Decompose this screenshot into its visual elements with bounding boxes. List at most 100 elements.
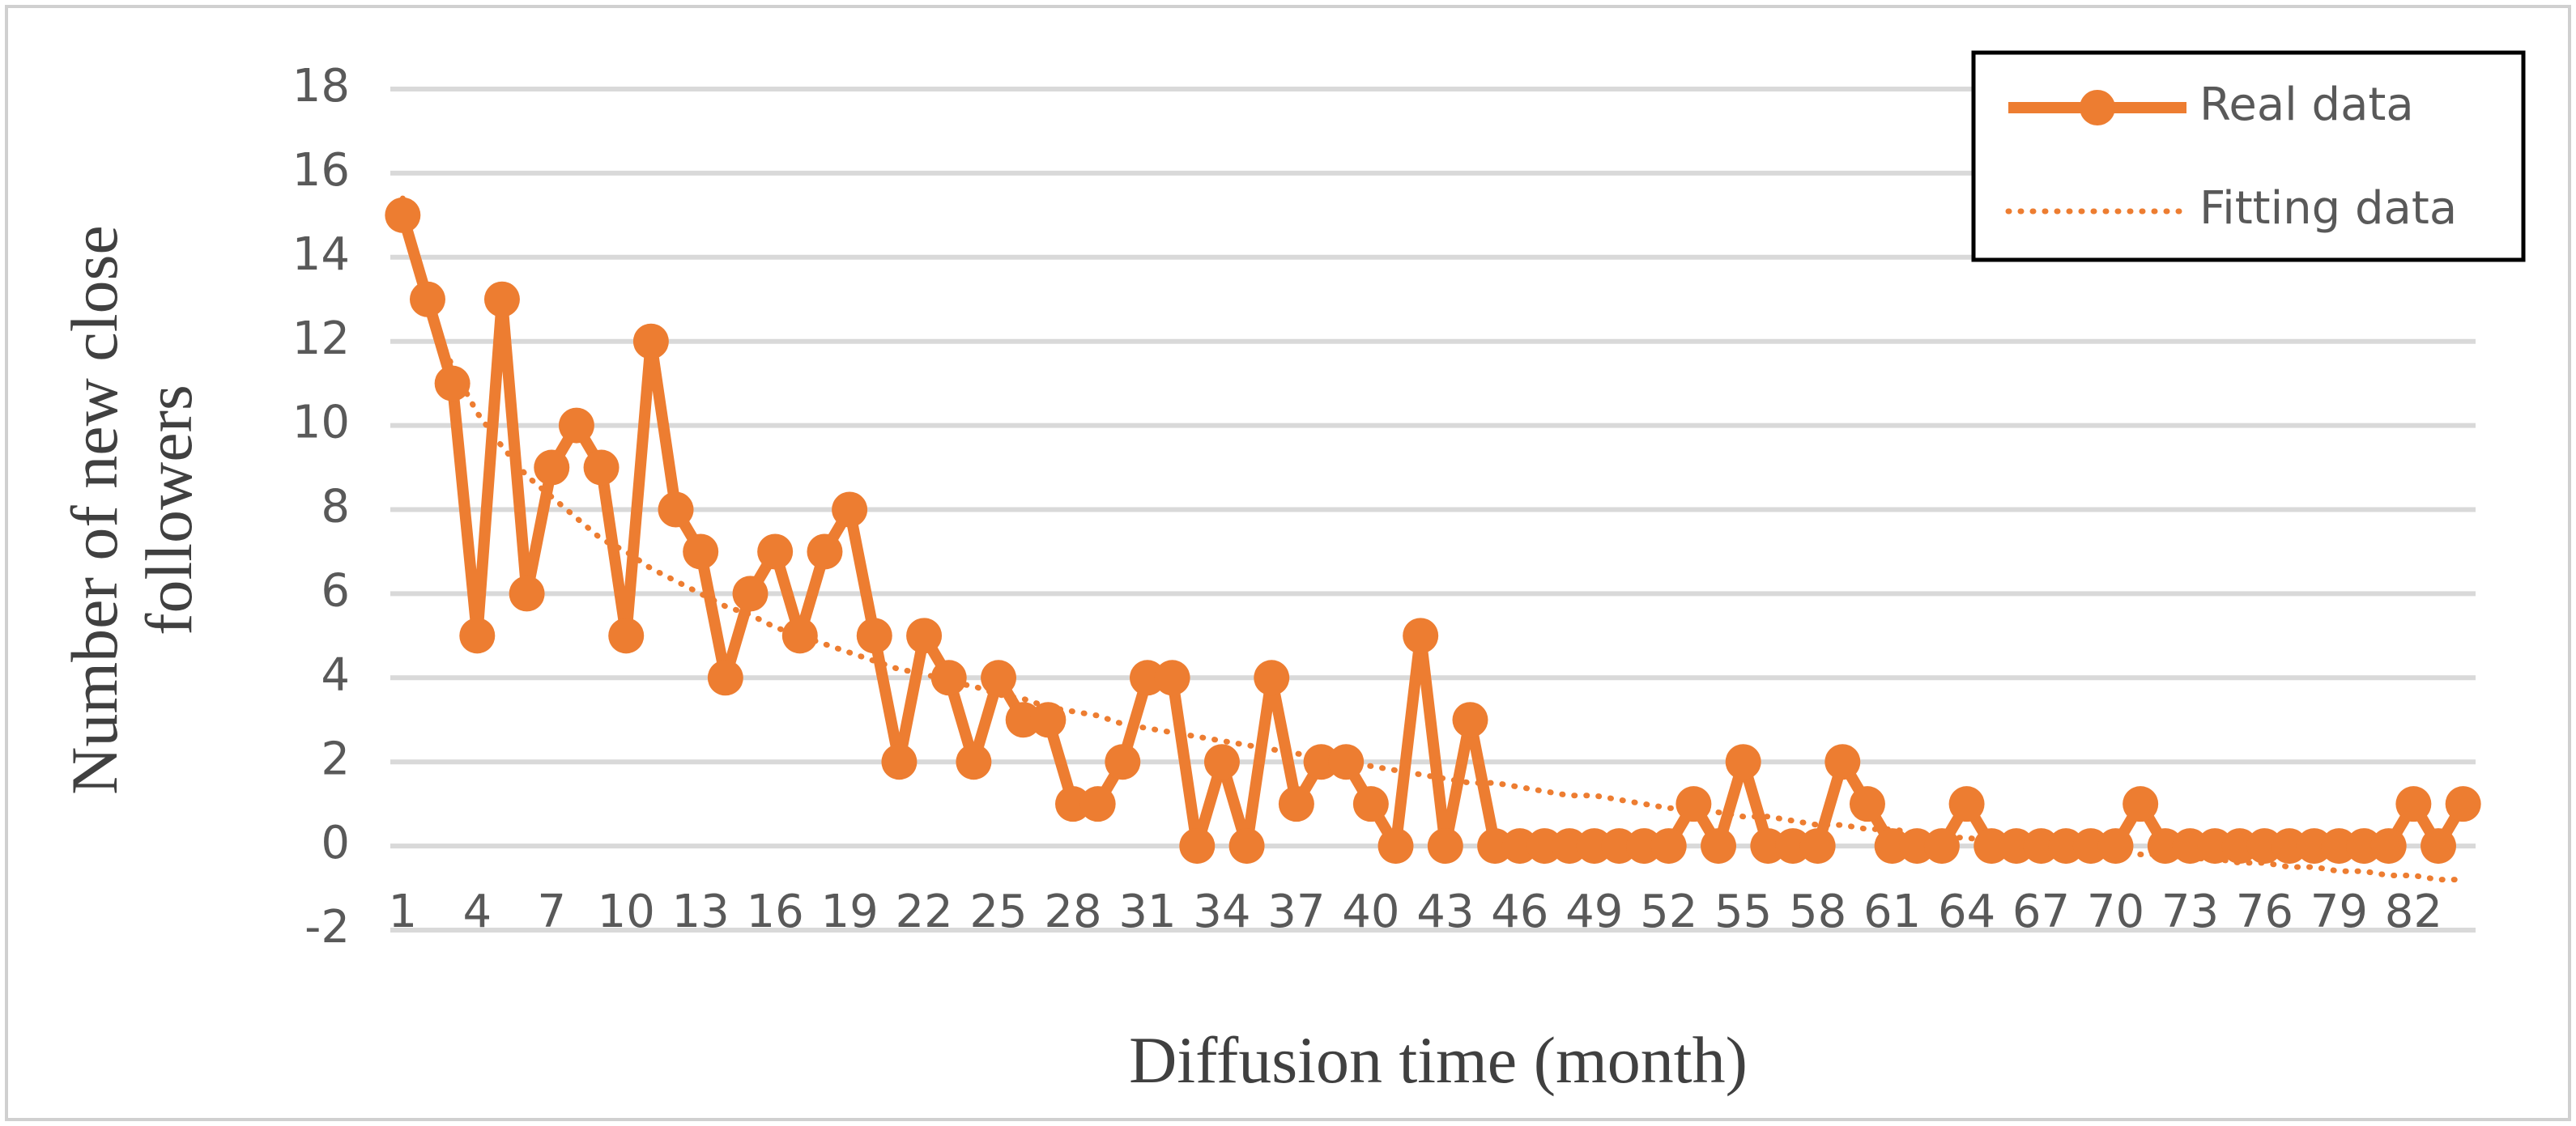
- y-tick-label: 10: [292, 397, 350, 449]
- data-point: [2421, 828, 2457, 865]
- x-tick-label: 40: [1342, 886, 1399, 938]
- x-tick-label: 7: [537, 886, 566, 938]
- x-tick-label: 13: [672, 886, 730, 938]
- data-point: [1079, 786, 1116, 822]
- data-point: [1129, 660, 1165, 696]
- data-point: [1179, 828, 1216, 865]
- data-point: [1377, 828, 1414, 865]
- data-point: [981, 660, 1017, 696]
- x-tick-label: 55: [1714, 886, 1772, 938]
- x-tick-label: 76: [2236, 886, 2293, 938]
- y-tick-label: 2: [321, 733, 350, 785]
- data-point: [956, 744, 992, 780]
- data-point: [632, 323, 669, 359]
- x-tick-label: 4: [462, 886, 492, 938]
- data-point: [2048, 828, 2084, 865]
- data-point: [2072, 828, 2109, 865]
- data-point: [1849, 786, 1885, 822]
- y-tick-label: 6: [321, 565, 350, 618]
- y-axis-title: Number of new close followers: [57, 225, 206, 795]
- data-point: [2147, 828, 2183, 865]
- data-point: [608, 618, 645, 654]
- data-point: [930, 660, 967, 696]
- data-point: [1427, 828, 1463, 865]
- data-point: [2296, 828, 2332, 865]
- data-point: [1228, 828, 1265, 865]
- data-point: [1328, 744, 1365, 780]
- data-point: [2346, 828, 2382, 865]
- x-tick-label: 52: [1640, 886, 1697, 938]
- data-point: [1501, 828, 1538, 865]
- data-point: [1055, 786, 1092, 822]
- data-point: [1725, 744, 1761, 780]
- x-tick-label: 46: [1491, 886, 1548, 938]
- data-point: [1477, 828, 1514, 865]
- data-point: [658, 491, 694, 528]
- data-point: [1899, 828, 1935, 865]
- data-point: [2023, 828, 2059, 865]
- data-point: [1675, 786, 1712, 822]
- data-point: [2172, 828, 2208, 865]
- data-point: [1874, 828, 1910, 865]
- data-point: [459, 618, 496, 654]
- data-point: [707, 660, 743, 696]
- x-tick-label: 1: [389, 886, 418, 938]
- data-point: [1278, 786, 1314, 822]
- x-tick-label: 64: [1938, 886, 1995, 938]
- data-point: [558, 407, 594, 444]
- data-point: [1626, 828, 1663, 865]
- data-point: [2097, 828, 2134, 865]
- x-tick-label: 58: [1789, 886, 1846, 938]
- data-point: [2221, 828, 2258, 865]
- data-point: [906, 618, 943, 654]
- x-tick-label: 49: [1565, 886, 1623, 938]
- data-point: [1203, 744, 1240, 780]
- data-line: [397, 213, 2468, 852]
- data-point: [781, 618, 818, 654]
- y-tick-label: 0: [321, 817, 350, 869]
- data-point: [2445, 786, 2481, 822]
- data-point: [2272, 828, 2308, 865]
- x-tick-label: 34: [1193, 886, 1250, 938]
- data-point: [1254, 660, 1290, 696]
- legend-label: Real data: [2199, 79, 2414, 131]
- y-tick-label: 8: [321, 481, 350, 533]
- data-point: [2395, 786, 2432, 822]
- x-tick-label: 73: [2161, 886, 2219, 938]
- data-point: [583, 449, 620, 486]
- x-tick-label: 16: [747, 886, 804, 938]
- y-tick-label: 16: [292, 144, 350, 197]
- data-point: [1526, 828, 1563, 865]
- data-point: [483, 281, 520, 317]
- data-point: [2123, 786, 2159, 822]
- x-tick-label: 28: [1044, 886, 1101, 938]
- data-point: [534, 449, 570, 486]
- y-tick-label: 12: [292, 312, 350, 365]
- data-point: [1948, 786, 1985, 822]
- data-point: [1005, 702, 1041, 738]
- x-tick-label: 43: [1416, 886, 1474, 938]
- data-point: [1303, 744, 1339, 780]
- data-point: [2321, 828, 2357, 865]
- data-point: [2370, 828, 2407, 865]
- data-point: [757, 533, 794, 570]
- data-point: [1824, 744, 1861, 780]
- data-point: [385, 197, 421, 233]
- legend-label: Fitting data: [2199, 182, 2457, 235]
- x-tick-label: 67: [2012, 886, 2070, 938]
- x-tick-label: 79: [2310, 886, 2368, 938]
- legend-box: [1971, 50, 2526, 262]
- data-point: [1576, 828, 1612, 865]
- data-point: [409, 281, 445, 317]
- data-point: [1774, 828, 1811, 865]
- data-point: [1154, 660, 1190, 696]
- data-point: [832, 491, 868, 528]
- data-point: [1974, 828, 2010, 865]
- y-tick-label: 14: [292, 228, 350, 281]
- data-point: [856, 618, 892, 654]
- x-axis-title: Diffusion time (month): [1129, 1023, 1748, 1097]
- data-point: [2246, 828, 2283, 865]
- x-tick-label: 10: [598, 886, 655, 938]
- x-tick-label: 22: [895, 886, 952, 938]
